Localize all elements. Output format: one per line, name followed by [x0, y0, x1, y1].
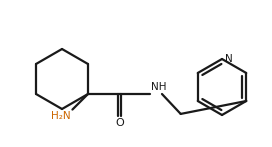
- Text: H₂N: H₂N: [51, 111, 70, 121]
- Text: NH: NH: [151, 82, 166, 92]
- Text: N: N: [225, 54, 233, 64]
- Text: O: O: [116, 118, 124, 128]
